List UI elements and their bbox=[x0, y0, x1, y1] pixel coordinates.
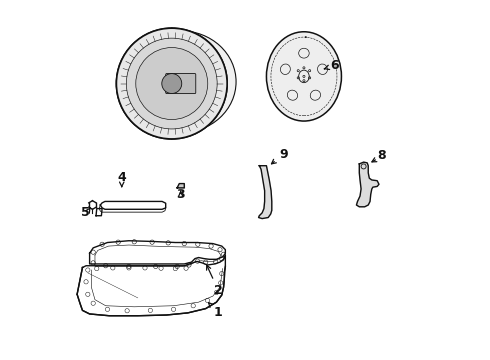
Ellipse shape bbox=[126, 38, 217, 129]
Text: 5: 5 bbox=[80, 206, 89, 219]
Text: 9: 9 bbox=[271, 148, 288, 164]
Ellipse shape bbox=[162, 73, 182, 94]
Text: 4: 4 bbox=[118, 171, 126, 187]
Text: 3: 3 bbox=[176, 188, 185, 201]
Text: 6: 6 bbox=[324, 59, 339, 72]
Ellipse shape bbox=[136, 48, 208, 120]
Circle shape bbox=[305, 36, 307, 38]
Ellipse shape bbox=[267, 32, 342, 121]
Text: 8: 8 bbox=[377, 149, 386, 162]
Ellipse shape bbox=[117, 28, 227, 139]
Polygon shape bbox=[356, 162, 379, 207]
Polygon shape bbox=[259, 166, 272, 219]
Text: 1: 1 bbox=[209, 303, 222, 319]
Text: 2: 2 bbox=[207, 265, 222, 297]
FancyBboxPatch shape bbox=[166, 73, 196, 94]
Text: 7: 7 bbox=[120, 95, 144, 109]
Polygon shape bbox=[177, 184, 184, 188]
Ellipse shape bbox=[125, 31, 236, 133]
